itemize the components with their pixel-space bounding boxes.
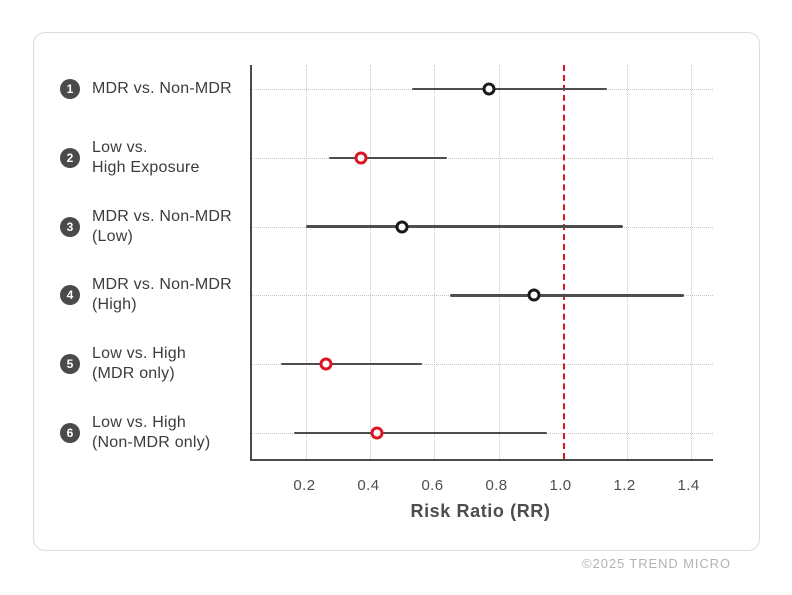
row-label-text: Low vs. High (Non-MDR only) [92, 414, 211, 451]
vertical-gridline [626, 65, 628, 459]
row-number-badge: 3 [60, 216, 80, 237]
row-label: 5 Low vs. High (MDR only) [60, 344, 186, 384]
x-axis-tick-label: 1.0 [549, 477, 572, 494]
copyright-text: ©2025 TREND MICRO [582, 556, 731, 571]
point-estimate-marker [527, 288, 541, 302]
row-label-text: MDR vs. Non-MDR [92, 80, 232, 97]
row-number-badge: 1 [60, 79, 80, 99]
row-number-badge: 6 [60, 423, 80, 443]
vertical-gridline [370, 65, 372, 459]
confidence-interval-bar [412, 87, 608, 91]
row-number-badge: 2 [60, 147, 80, 168]
x-axis-tick-label: 0.2 [293, 477, 316, 494]
row-label: 2 Low vs. High Exposure [60, 138, 200, 178]
point-estimate-marker [370, 426, 384, 440]
row-guide-line [252, 364, 713, 366]
vertical-gridline [434, 65, 436, 459]
confidence-interval-bar [280, 362, 422, 366]
x-axis-tick-label: 0.4 [357, 477, 380, 494]
confidence-interval-bar [450, 294, 685, 297]
row-label: 1 MDR vs. Non-MDR [60, 79, 232, 99]
x-axis-tick-label: 1.4 [677, 477, 700, 494]
row-guide-line [252, 157, 713, 159]
x-axis-title: Risk Ratio (RR) [410, 501, 551, 521]
row-label: 3 MDR vs. Non-MDR (Low) [60, 207, 232, 247]
chart-card: 1 MDR vs. Non-MDR 2 Low vs. High Exposure 3 MD… [33, 32, 760, 551]
row-number-badge: 5 [60, 354, 80, 375]
x-axis-tick-label: 0.8 [485, 477, 508, 494]
point-estimate-marker [319, 357, 333, 371]
confidence-interval-bar [306, 225, 624, 228]
point-estimate-marker [482, 82, 496, 96]
x-axis-tick-label: 0.6 [421, 477, 444, 494]
vertical-gridline [498, 65, 500, 459]
row-label-text: Low vs. High (MDR only) [92, 345, 186, 383]
plot-area [250, 65, 713, 461]
confidence-interval-bar [328, 156, 448, 160]
row-number-badge: 4 [60, 285, 80, 306]
row-label-text: Low vs. High Exposure [92, 138, 200, 176]
row-label-text: MDR vs. Non-MDR (High) [92, 276, 232, 314]
confidence-interval-bar [293, 431, 547, 435]
row-label-text: MDR vs. Non-MDR (Low) [92, 207, 232, 245]
vertical-gridline [690, 65, 692, 459]
vertical-gridline [306, 65, 308, 459]
point-estimate-marker [395, 220, 409, 234]
point-estimate-marker [354, 151, 368, 165]
row-label: 6 Low vs. High (Non-MDR only) [60, 413, 210, 453]
row-label: 4 MDR vs. Non-MDR (High) [60, 275, 232, 315]
reference-line-rr1 [562, 65, 565, 459]
x-axis-tick-label: 1.2 [613, 477, 636, 494]
